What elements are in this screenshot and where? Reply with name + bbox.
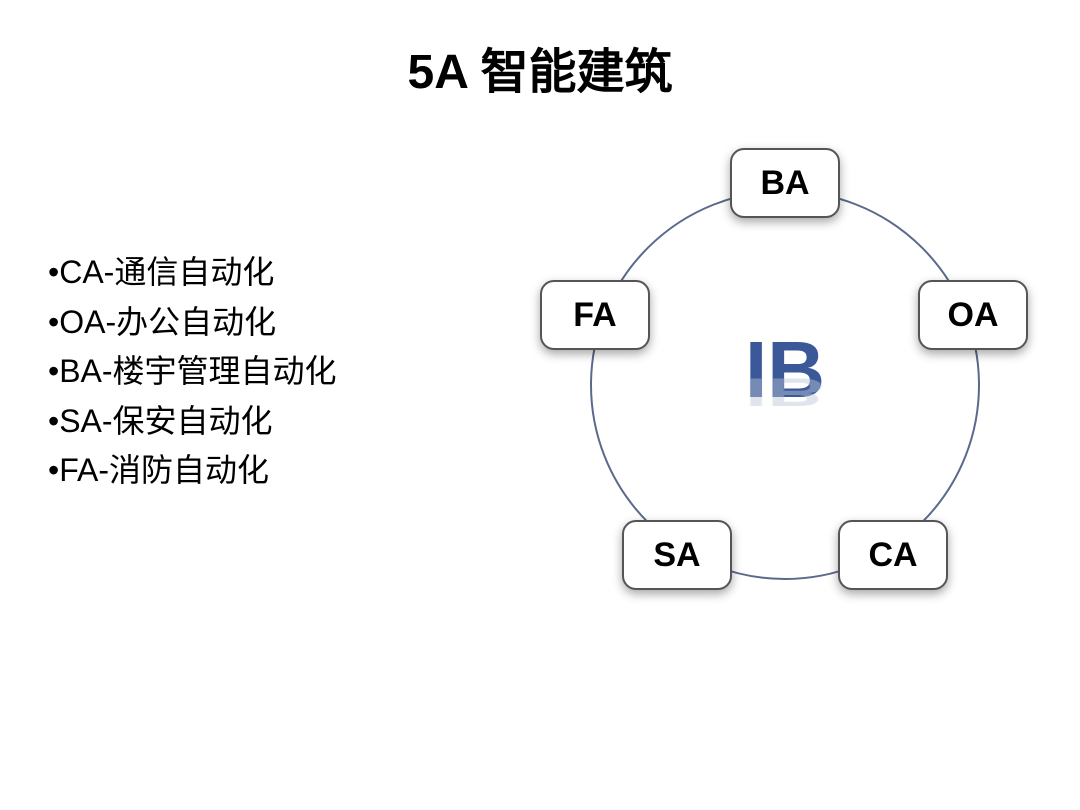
list-item: •CA-通信自动化 xyxy=(48,248,337,298)
diagram-node: BA xyxy=(730,148,840,218)
list-item: •FA-消防自动化 xyxy=(48,446,337,496)
list-item: •OA-办公自动化 xyxy=(48,298,337,348)
diagram-node: OA xyxy=(918,280,1028,350)
list-item: •SA-保安自动化 xyxy=(48,397,337,447)
radial-diagram: IB IB BAOACASAFA xyxy=(530,130,1040,630)
center-reflection: IB xyxy=(735,372,835,412)
bullet-text: CA-通信自动化 xyxy=(59,254,274,290)
bullet-text: BA-楼宇管理自动化 xyxy=(59,353,336,389)
page-title: 5A 智能建筑 xyxy=(0,32,1080,102)
list-item: •BA-楼宇管理自动化 xyxy=(48,347,337,397)
bullet-text: OA-办公自动化 xyxy=(59,304,276,340)
diagram-node: CA xyxy=(838,520,948,590)
bullet-text: SA-保安自动化 xyxy=(59,403,272,439)
bullet-list: •CA-通信自动化 •OA-办公自动化 •BA-楼宇管理自动化 •SA-保安自动… xyxy=(48,248,337,496)
diagram-node: FA xyxy=(540,280,650,350)
diagram-node: SA xyxy=(622,520,732,590)
bullet-text: FA-消防自动化 xyxy=(59,452,269,488)
